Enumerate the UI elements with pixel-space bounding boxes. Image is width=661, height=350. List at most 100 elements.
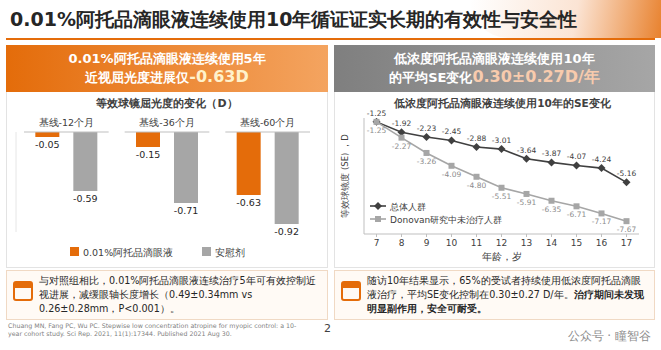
point [524,191,530,197]
x-tick [501,234,502,237]
data-label: -6.71 [567,210,587,219]
point [424,150,430,156]
x-tick-label: 9 [424,238,430,248]
point [598,164,606,172]
x-tick-label: 15 [571,238,582,248]
header-line: 低浓度阿托品滴眼液连续使用10年 [334,50,655,67]
chart-title: 低浓度阿托品滴眼液连续使用10年的SE变化 [393,97,611,109]
series-line [377,122,627,182]
point [399,135,405,141]
category-label: 基线-12个月 [39,117,95,128]
x-tick-label: 10 [446,238,458,248]
bar [35,132,59,137]
data-label: -1.92 [392,119,412,128]
data-label: -5.91 [517,198,537,207]
point [573,161,581,169]
bar-chart: 等效球镜屈光度的变化（D）基线-12个月 -0.05 -0.59 基线-36个月 -0.… [6,94,328,266]
title: 0.01%阿托品滴眼液连续使用10年循证证实长期的有效性与安全性 [10,7,577,33]
note-text: 与对照组相比，0.01%阿托品滴眼液连续治疗5年可有效控制近视进展，减缓眼轴长度… [39,274,321,316]
bar [275,132,299,224]
x-tick [426,234,427,237]
note-box: 与对照组相比，0.01%阿托品滴眼液连续治疗5年可有效控制近视进展，减缓眼轴长度… [6,270,328,320]
legend-swatch [202,247,211,256]
y-axis-title: 等效球镜度 (SE) ，D [340,134,350,218]
page-number: 2 [324,322,331,335]
legend-marker [375,216,381,222]
x-tick [601,234,602,237]
data-label: -5.51 [492,192,512,201]
x-tick [451,234,452,237]
category-label: 基线-60个月 [240,117,296,128]
data-label: -1.25 [367,126,387,135]
point [373,118,381,126]
point [599,210,605,216]
note-icon [13,281,33,301]
bar [237,132,261,195]
legend-label: 总体人群 [389,202,426,212]
line-chart: 低浓度阿托品滴眼液连续使用10年的SE变化7891011121314151617… [334,94,655,266]
x-tick [526,234,527,237]
labels: -1.25-1.92-2.23-2.45-2.88-3.01-3.64-3.87… [367,109,637,234]
point [474,174,480,180]
x-axis-title: 年龄，岁 [482,251,522,262]
data-label: -0.05 [35,139,60,150]
data-label: -2.88 [467,134,487,143]
x-tick [576,234,577,237]
data-label: -4.80 [467,181,487,190]
x-tick-label: 7 [374,238,380,248]
point [448,136,456,144]
data-label: -7.67 [617,225,637,234]
data-label: -3.64 [517,146,537,155]
point [523,155,531,163]
legend-label: 安慰剂 [215,247,245,258]
title-rule [6,38,655,40]
bar [73,132,97,191]
point [549,198,555,204]
data-label: -3.01 [492,136,512,145]
note-body: 与对照组相比，0.01%阿托品滴眼液连续治疗5年可有效控制近视进展，减缓眼轴长度… [39,275,316,314]
series-line [377,122,627,221]
header-highlight: -0.63D [189,67,248,86]
data-label: -5.16 [617,169,637,178]
bars [35,132,298,224]
x-tick-label: 8 [399,238,405,248]
data-label: -2.23 [417,124,437,133]
data-label: -3.26 [417,157,437,166]
data-label: -4.07 [567,152,587,161]
baseline [24,132,109,133]
data-label: -0.59 [73,193,98,204]
legend-label: Donovan研究中未治疗人群 [390,215,502,225]
data-label: -2.27 [392,142,412,151]
data-label: -4.09 [442,170,462,179]
value-axis [16,132,17,232]
chart-title: 等效球镜屈光度的变化（D） [95,97,237,110]
note-icon-bar [343,283,359,288]
legend-swatch [70,247,79,256]
point [423,133,431,141]
data-label: -0.92 [274,226,299,237]
header-line: 的平均SE变化0.30±0.27D/年 [334,67,655,88]
data-label: -0.15 [136,149,161,160]
point [624,218,630,224]
point [574,203,580,209]
data-label: -0.63 [236,197,261,208]
reference: Chuang MN, Fang PC, Wu PC. Stepwise low … [8,322,308,338]
header-text: 近视屈光度进展仅 [85,70,189,85]
data-label: -6.35 [542,205,562,214]
point [623,178,631,186]
x-tick-label: 12 [496,238,507,248]
header-line: 0.01%阿托品滴眼液连续使用5年 [6,50,328,67]
data-label: -3.87 [542,149,562,158]
panel-header: 低浓度阿托品滴眼液连续使用10年的平均SE变化0.30±0.27D/年 [334,45,655,92]
category-label: 基线-36个月 [139,117,195,128]
data-label: -7.17 [592,217,612,226]
x-tick-label: 13 [521,238,532,248]
labels: 基线-12个月-0.05-0.59基线-36个月-0.15-0.71基线-60个… [24,117,310,237]
point [548,158,556,166]
legend-marker [374,202,382,210]
header-text: 的平均SE变化 [389,70,472,85]
note-box: 随访10年结果显示，65%的受试者持续使用低浓度阿托品滴眼液治疗，平均SE变化控… [334,270,655,320]
bar [136,132,160,147]
baseline [225,132,310,133]
series-group [373,118,631,224]
